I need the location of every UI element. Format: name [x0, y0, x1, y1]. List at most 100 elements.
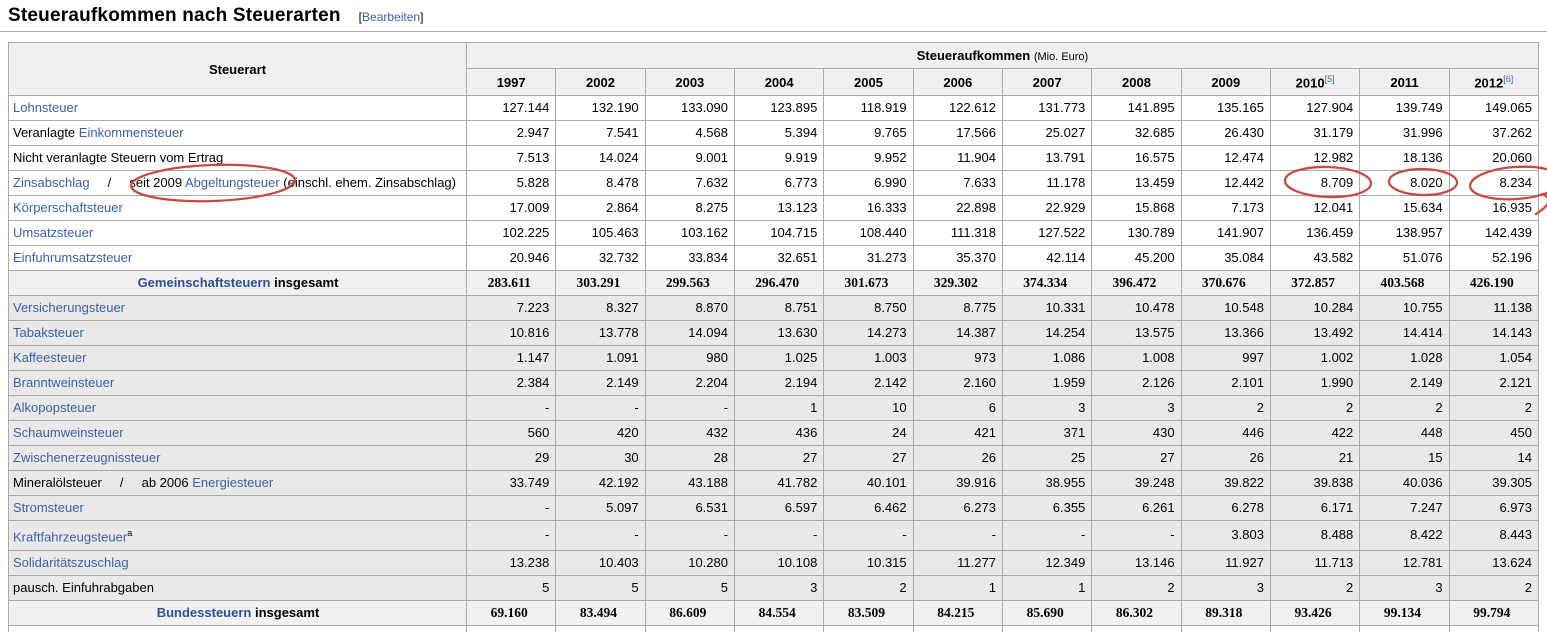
value-cell: 26	[1180, 445, 1271, 472]
value-cell: 1	[733, 395, 825, 422]
year-column-header: 2002	[555, 67, 646, 97]
wiki-link[interactable]: Branntweinsteuer	[13, 375, 115, 391]
value-cell: 13.146	[1091, 549, 1182, 576]
value-cell: 2	[1091, 574, 1182, 601]
table-row: Tabaksteuer 10.816 13.778 14.094 13.630 14.27…	[8, 320, 1540, 347]
value-cell: 8.870	[644, 295, 735, 322]
value-cell: -	[912, 520, 1003, 551]
wiki-link[interactable]: Kraftfahrzeugsteuer	[13, 529, 128, 545]
wiki-link[interactable]: Körperschaftsteuer	[13, 200, 123, 216]
edit-bracket-open: [	[358, 10, 363, 24]
tax-revenue-table: Steuerart Steueraufkommen (Mio. Euro) 19…	[8, 41, 1540, 632]
value-cell: 1.003	[823, 345, 914, 372]
value-cell: 7.513	[465, 145, 557, 172]
value-cell: 6.462	[823, 495, 914, 522]
value-cell: 420	[555, 420, 646, 447]
value-cell: 8.020	[1359, 170, 1450, 197]
value-cell: 99.134	[1359, 599, 1450, 626]
value-cell: 84.554	[733, 599, 825, 626]
value-cell: 2	[1359, 395, 1450, 422]
value-cell: 2.160	[912, 370, 1003, 397]
wiki-link[interactable]: Abgeltungsteuer	[185, 175, 280, 191]
value-cell: 9.001	[644, 145, 735, 172]
value-cell: 14.024	[555, 145, 646, 172]
wiki-link[interactable]: Stromsteuer	[13, 500, 84, 516]
value-cell: 997	[1180, 345, 1271, 372]
value-cell: 6.773	[733, 170, 825, 197]
value-cell: 8.422	[1359, 520, 1450, 551]
value-cell: -	[465, 495, 557, 522]
value-cell: 450	[1448, 420, 1540, 447]
value-cell: 6.531	[644, 495, 735, 522]
value-cell: 127.904	[1269, 95, 1361, 122]
value-cell: 12.349	[1001, 549, 1093, 576]
value-cell: 12.041	[1269, 195, 1361, 222]
value-cell: 136.459	[1269, 220, 1361, 247]
wiki-link[interactable]: Alkopopsteuer	[13, 400, 97, 416]
value-cell: 33.749	[465, 470, 557, 497]
column-header-steuerart: Steuerart	[8, 41, 467, 97]
value-cell: 8.775	[912, 295, 1003, 322]
wiki-link[interactable]: Versicherungsteuer	[13, 300, 126, 316]
value-cell: 436	[733, 420, 825, 447]
value-cell: 16.935	[1448, 195, 1540, 222]
wiki-link[interactable]: Einkommensteuer	[78, 125, 184, 141]
value-cell: -	[465, 395, 557, 422]
wiki-link[interactable]: Umsatzsteuer	[13, 225, 94, 241]
value-cell: 3	[1001, 395, 1093, 422]
value-cell: 1.147	[465, 345, 557, 372]
value-cell: 2.384	[465, 370, 557, 397]
value-cell: 9.919	[733, 145, 825, 172]
wiki-link[interactable]: Gemeinschaftsteuern	[137, 275, 271, 291]
value-cell: 13.366	[1180, 320, 1271, 347]
value-cell: 2	[823, 574, 914, 601]
group-title: Steueraufkommen	[916, 48, 1031, 63]
wiki-link[interactable]: Schaumweinsteuer	[13, 425, 124, 441]
value-cell: 12.474	[1180, 145, 1271, 172]
value-cell: -	[823, 520, 914, 551]
value-cell: 396.472	[1091, 270, 1182, 297]
value-cell: 403.568	[1359, 270, 1450, 297]
empty-cell	[1091, 624, 1182, 632]
value-cell: 108.440	[823, 220, 914, 247]
value-cell: 131.773	[1001, 95, 1093, 122]
value-cell: 37.262	[1448, 120, 1540, 147]
edit-link[interactable]: Bearbeiten	[362, 10, 421, 24]
value-cell: 32.685	[1091, 120, 1182, 147]
value-cell: 24	[823, 420, 914, 447]
value-cell: 2	[1269, 574, 1361, 601]
table-row: pausch. Einfuhrabgaben 5 5 5 3 2 1 1 2 3 2 3 2	[8, 574, 1540, 601]
table-row: Umsatzsteuer 102.225 105.463 103.162 104.715…	[8, 220, 1540, 247]
value-cell: 40.101	[823, 470, 914, 497]
row-label: Umsatzsteuer	[8, 220, 467, 247]
value-cell: 39.916	[912, 470, 1003, 497]
wiki-link[interactable]: Lohnsteuer	[13, 100, 79, 116]
wiki-link[interactable]: Bundessteuern	[156, 604, 252, 620]
value-cell: 6	[912, 395, 1003, 422]
value-cell: 103.162	[644, 220, 735, 247]
wiki-link[interactable]: Zwischenerzeugnissteuer	[13, 450, 161, 466]
wiki-link[interactable]: Einfuhrumsatzsteuer	[13, 250, 133, 266]
footnote-link[interactable]: [5]	[1324, 74, 1335, 84]
row-label: Zwischenerzeugnissteuer	[8, 445, 467, 472]
section-heading: Steueraufkommen nach Steuerarten [Bearbei…	[0, 0, 1547, 32]
value-cell: 138.957	[1359, 220, 1450, 247]
value-cell: 86.302	[1091, 599, 1182, 626]
wiki-link[interactable]: Zinsabschlag	[13, 175, 90, 191]
wiki-link[interactable]: Energiesteuer	[192, 475, 274, 491]
footnote-link[interactable]: [6]	[1503, 74, 1514, 84]
row-label: Kaffeesteuer	[8, 345, 467, 372]
value-cell: 127.522	[1001, 220, 1093, 247]
value-cell: 86.609	[644, 599, 735, 626]
value-cell: 26	[912, 445, 1003, 472]
wiki-link[interactable]: Kaffeesteuer	[13, 350, 87, 366]
wiki-link[interactable]: Solidaritätszuschlag	[13, 554, 129, 570]
wiki-link[interactable]: Tabaksteuer	[13, 325, 84, 341]
value-cell: 10.331	[1001, 295, 1093, 322]
value-cell: -	[555, 395, 646, 422]
value-cell: 1.054	[1448, 345, 1540, 372]
table-row: Alkopopsteuer - - -1 10 6 3 3 2 2 2 2	[8, 395, 1540, 422]
value-cell: 11.713	[1269, 549, 1361, 576]
value-cell: 14.387	[912, 320, 1003, 347]
value-cell: 13.575	[1091, 320, 1182, 347]
